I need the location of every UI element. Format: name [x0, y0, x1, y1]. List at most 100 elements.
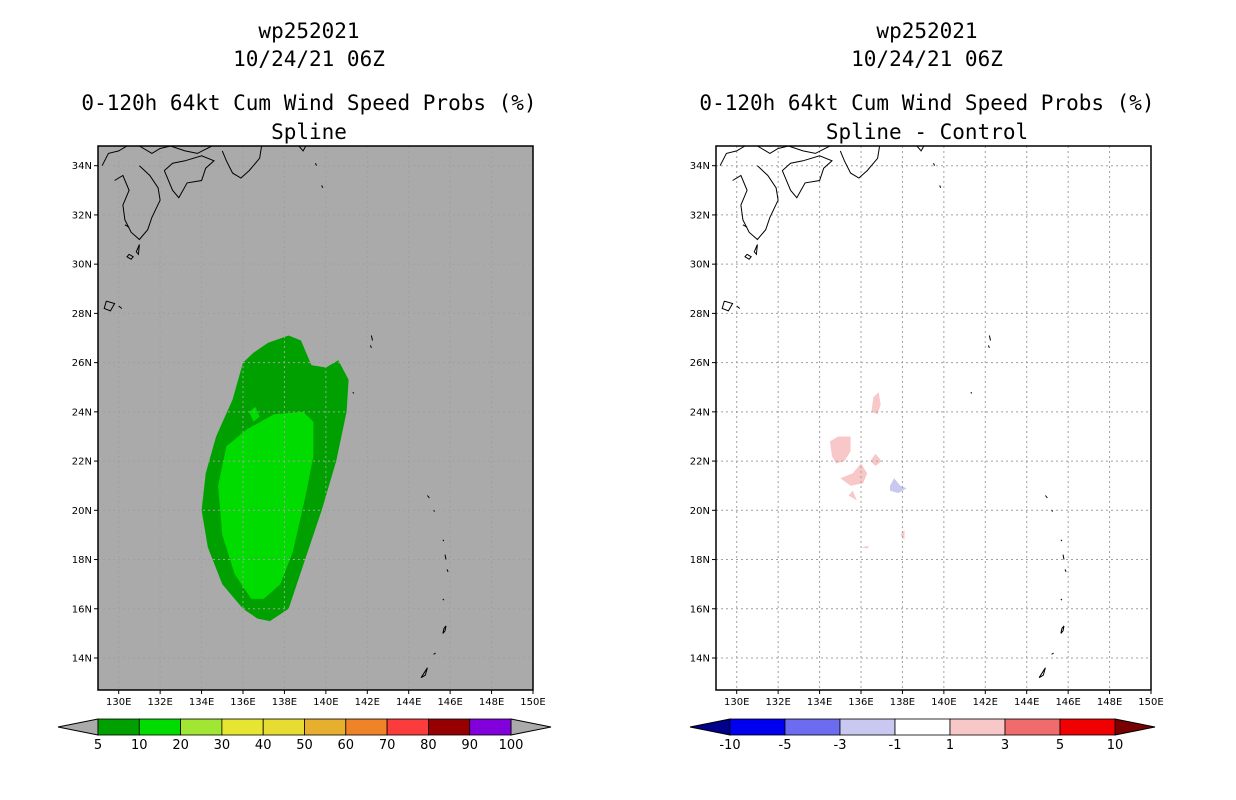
x-tick-label: 130E — [724, 697, 749, 708]
colorbar-swatch — [784, 718, 841, 736]
colorbar-label: 1 — [946, 738, 954, 753]
region-1-3 — [870, 453, 882, 466]
colorbar-swatch — [1059, 718, 1116, 736]
storm-id: wp252021 — [876, 19, 978, 43]
chart-title: 0-120h 64kt Cum Wind Speed Probs (%) — [699, 91, 1155, 115]
x-tick-label: 142E — [973, 697, 998, 708]
colorbar-swatch — [345, 718, 388, 736]
y-tick-label: 34N — [72, 161, 92, 172]
x-tick-label: 138E — [272, 697, 297, 708]
colorbar-label: -1 — [889, 738, 902, 753]
coastline-Farallon — [427, 495, 430, 499]
coastline-Miyake — [933, 163, 935, 166]
colorbar-label: 80 — [420, 738, 437, 753]
storm-id: wp252021 — [258, 19, 360, 43]
y-tick-label: 30N — [690, 260, 710, 271]
coastline-Saipan — [442, 625, 447, 634]
coastline-Tanegashima — [135, 244, 140, 256]
colorbar-label: 70 — [379, 738, 396, 753]
coastline-Minami-Iwo — [352, 391, 355, 394]
y-tick-label: 24N — [72, 407, 92, 418]
x-tick-label: 134E — [807, 697, 832, 708]
coastline-Amami-2 — [736, 305, 741, 309]
x-tick-label: 144E — [396, 697, 421, 708]
y-tick-label: 22N — [72, 457, 92, 468]
plot-area — [716, 146, 1151, 690]
colorbar-label: 40 — [255, 738, 272, 753]
colorbar-swatch — [180, 718, 223, 736]
coastline-Anatahan — [442, 598, 445, 601]
plot-area — [98, 146, 533, 690]
x-tick-label: 136E — [848, 697, 873, 708]
x-tick-label: 132E — [147, 697, 172, 708]
region--1-7 — [890, 478, 907, 494]
x-tick-label: 148E — [1097, 697, 1122, 708]
coastline-Pagan — [1062, 554, 1065, 560]
coastline-Anatahan — [1060, 598, 1063, 601]
colorbar-label: 5 — [1056, 738, 1064, 753]
colorbar-swatch — [304, 718, 347, 736]
colorbar-label: -3 — [834, 738, 847, 753]
x-tick-label: 146E — [437, 697, 462, 708]
y-tick-label: 26N — [690, 358, 710, 369]
x-tick-label: 150E — [520, 697, 545, 708]
x-tick-label: 140E — [313, 697, 338, 708]
coastline-Alamagan — [1064, 569, 1067, 573]
panel-spline-control: wp252021 10/24/21 06Z 0-120h 64kt Cum Wi… — [618, 0, 1236, 800]
colorbar-swatch — [729, 718, 786, 736]
colorbar-label: 10 — [131, 738, 148, 753]
coastline-Shikoku — [163, 155, 215, 199]
colorbar-label: 10 — [1107, 738, 1124, 753]
colorbar-swatch — [469, 718, 512, 736]
colorbar-swatch — [97, 718, 140, 736]
x-tick-label: 144E — [1014, 697, 1039, 708]
y-tick-label: 18N — [690, 555, 710, 566]
colorbar-label: 50 — [296, 738, 313, 753]
coastline-Minami-Iwo — [970, 391, 973, 394]
y-tick-label: 32N — [72, 210, 92, 221]
coastline-Guam — [1038, 667, 1046, 679]
colorbar-swatch — [839, 718, 896, 736]
coastline-Agrihan — [1060, 539, 1063, 542]
coastline-Hachijo — [321, 185, 324, 188]
colorbar-swatch — [386, 718, 429, 736]
region-1-5 — [900, 530, 905, 540]
x-tick-label: 142E — [355, 697, 380, 708]
y-tick-label: 16N — [72, 604, 92, 615]
coastline-Sokodo — [124, 224, 130, 228]
region-1-2 — [871, 392, 881, 415]
region-10-1 — [218, 411, 314, 599]
colorbar-swatch — [427, 718, 471, 736]
y-tick-label: 16N — [690, 604, 710, 615]
colorbar-label: -5 — [779, 738, 792, 753]
coastline-Maug — [1051, 509, 1053, 512]
chart-title: 0-120h 64kt Cum Wind Speed Probs (%) — [81, 91, 537, 115]
chart-subtitle: Spline — [271, 120, 347, 144]
chart-spline: 130E 132E 134E 136E 138E 140E 142E 144E 146E 148E… — [57, 145, 552, 753]
y-tick-label: 34N — [690, 161, 710, 172]
x-tick-label: 132E — [765, 697, 790, 708]
storm-date: 10/24/21 06Z — [851, 47, 1003, 71]
coastline-Shikoku — [781, 155, 833, 199]
colorbar-swatch — [262, 718, 305, 736]
colorbar-label: 90 — [461, 738, 478, 753]
x-tick-label: 150E — [1138, 697, 1163, 708]
coastline-Kii — [221, 146, 263, 179]
y-tick-label: 18N — [72, 555, 92, 566]
panel-spline: wp252021 10/24/21 06Z 0-120h 64kt Cum Wi… — [57, 19, 552, 753]
region-1-4 — [848, 490, 857, 501]
coastline-Izu — [916, 146, 925, 152]
y-tick-label: 14N — [72, 654, 92, 665]
coastline-Kyushu — [101, 146, 215, 166]
coastline-Amami — [103, 300, 116, 312]
colorbar-label: 60 — [338, 738, 355, 753]
y-tick-label: 26N — [72, 358, 92, 369]
x-tick-label: 140E — [931, 697, 956, 708]
y-tick-label: 28N — [72, 309, 92, 320]
coastline-Amami-2 — [118, 305, 123, 309]
colorbar-swatch — [221, 718, 264, 736]
x-tick-label: 134E — [189, 697, 214, 708]
y-tick-label: 14N — [690, 654, 710, 665]
coastline-Alamagan — [446, 569, 449, 573]
coastline-Izu — [298, 146, 307, 152]
